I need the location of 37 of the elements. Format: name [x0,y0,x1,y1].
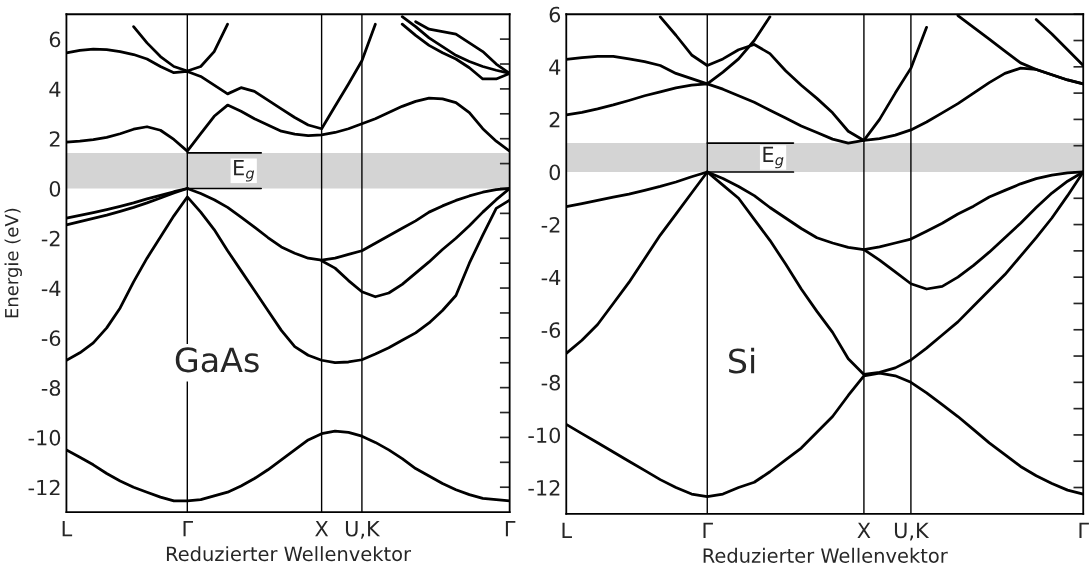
y-tick-label: -4 [41,280,61,296]
y-tick-label: 6 [49,31,61,48]
x-axis-title: Reduzierter Wellenvektor [703,547,948,563]
y-tick-label: -10 [28,429,61,446]
x-axis-title: Reduzierter Wellenvektor [166,546,412,562]
x-tick-label: Γ [183,521,193,537]
x-tick-label: Γ [505,521,516,537]
x-tick-label: X [857,522,871,538]
y-tick-label: 6 [549,6,561,23]
x-tick-label: U,K [345,521,381,539]
annotation: GaAs [175,347,259,373]
x-tick-label: L [562,522,572,538]
y-tick-label: -2 [41,230,60,247]
y-tick-label: -6 [41,330,61,347]
x-tick-label: Γ [1079,522,1089,538]
y-tick-label: 4 [549,59,561,75]
x-tick-label: L [62,521,73,537]
x-tick-label: X [315,521,329,537]
annotation: Si [729,347,755,374]
annotation: E$_{g}$ [763,146,784,169]
y-tick-label: -6 [541,322,561,338]
y-tick-label: 2 [549,111,560,128]
y-tick-label: -8 [41,380,61,396]
y-tick-label: 2 [49,131,60,147]
y-tick-label: -12 [528,479,560,496]
y-tick-label: -2 [541,217,560,233]
y-tick-label: 4 [49,81,61,97]
y-tick-label: 0 [49,180,61,197]
y-tick-label: -12 [28,479,60,496]
x-tick-label: Γ [703,522,713,538]
y-tick-label: -4 [541,269,561,286]
x-tick-label: U,K [894,522,930,541]
y-axis-title: Energie (eV) [4,208,22,318]
y-tick-label: -8 [541,374,560,391]
y-tick-label: -10 [528,427,561,444]
annotation: E$_{g}$ [234,159,255,182]
y-tick-label: 0 [549,164,561,181]
